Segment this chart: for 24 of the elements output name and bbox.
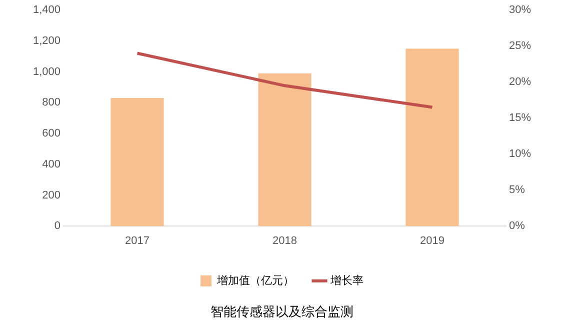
x-tick-label: 2017 bbox=[125, 234, 150, 247]
y-tick-label: 200 bbox=[42, 189, 61, 202]
legend-label: 增加值（亿元） bbox=[216, 274, 294, 287]
y2-tick-label: 10% bbox=[508, 148, 532, 160]
y-tick-label: 0 bbox=[54, 220, 61, 232]
bar bbox=[110, 98, 164, 226]
bar bbox=[406, 48, 459, 226]
y-tick-label: 400 bbox=[42, 158, 61, 170]
y2-tick-label: 5% bbox=[508, 184, 526, 196]
y2-tick-label: 15% bbox=[508, 112, 532, 124]
bar bbox=[258, 73, 312, 226]
y-tick-label: 1,000 bbox=[32, 66, 61, 78]
y2-tick-label: 25% bbox=[508, 40, 532, 52]
legend-label: 增长率 bbox=[330, 274, 364, 287]
y-tick-label: 600 bbox=[42, 128, 61, 140]
y-tick-label: 800 bbox=[42, 96, 61, 109]
x-tick-label: 2018 bbox=[272, 234, 297, 247]
x-tick-label: 2019 bbox=[420, 234, 444, 247]
y2-tick-label: 0% bbox=[508, 220, 526, 232]
y-tick-label: 1,400 bbox=[32, 4, 61, 16]
y2-tick-label: 20% bbox=[508, 76, 532, 88]
y-tick-label: 1,200 bbox=[32, 34, 61, 47]
y2-tick-label: 30% bbox=[508, 4, 532, 16]
text: 智能传感器以及综合监测 bbox=[210, 304, 354, 319]
